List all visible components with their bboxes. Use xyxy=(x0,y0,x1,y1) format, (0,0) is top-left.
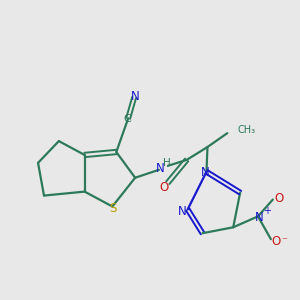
Text: +: + xyxy=(263,206,271,216)
Text: CH₃: CH₃ xyxy=(237,125,255,135)
Text: O: O xyxy=(274,192,283,205)
Text: N: N xyxy=(201,166,210,179)
Text: O: O xyxy=(271,235,280,248)
Text: N: N xyxy=(178,205,187,218)
Text: ⁻: ⁻ xyxy=(281,236,287,246)
Text: N: N xyxy=(255,211,263,224)
Text: H: H xyxy=(163,158,171,168)
Text: N: N xyxy=(155,162,164,175)
Text: C: C xyxy=(123,114,131,124)
Text: N: N xyxy=(131,90,140,103)
Text: O: O xyxy=(159,181,169,194)
Text: S: S xyxy=(110,202,117,215)
